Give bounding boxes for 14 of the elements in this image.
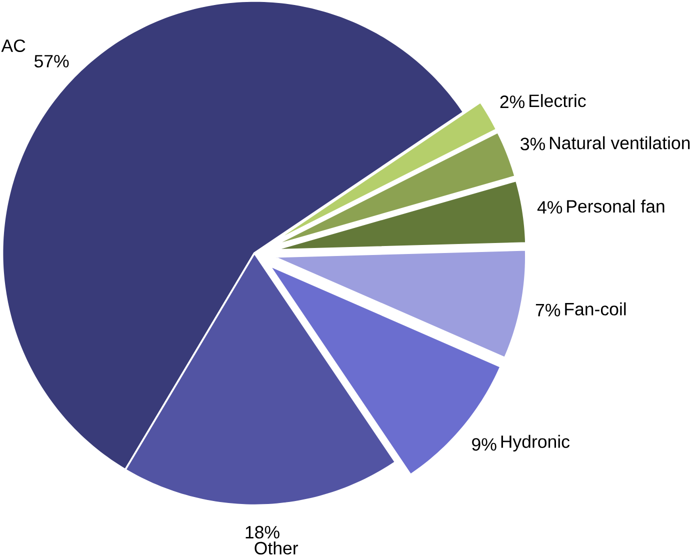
data-label: 57% [34, 55, 69, 68]
data-label: 2% [500, 96, 524, 108]
slice-label: Electric [530, 94, 586, 108]
data-label: 4% [537, 201, 562, 214]
slice-label: Natural ventilation [550, 136, 690, 150]
slice-label: Fan-coil [565, 302, 626, 316]
data-label: 7% [536, 304, 560, 316]
slice-label: Hydronic [501, 435, 570, 452]
data-label: 18% [246, 526, 280, 539]
slice-label: AC [1, 40, 26, 52]
data-label: 9% [472, 438, 496, 451]
slice-label: Personal fan [567, 200, 664, 213]
slice-label: Other [254, 542, 298, 555]
data-label: 3% [520, 138, 545, 150]
